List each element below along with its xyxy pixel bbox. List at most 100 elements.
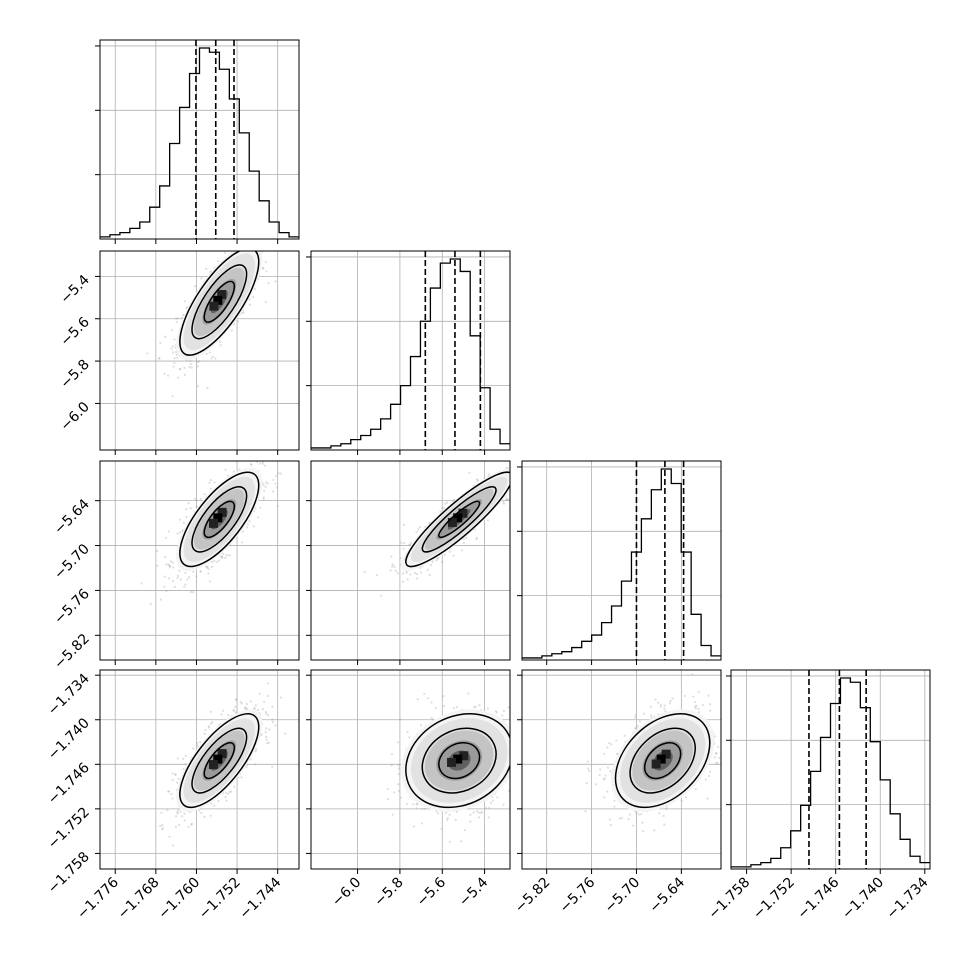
scatter-point <box>220 713 223 716</box>
scatter-point <box>253 707 256 710</box>
scatter-point <box>442 695 445 698</box>
scatter-point <box>489 801 492 804</box>
scatter-point <box>515 741 517 743</box>
scatter-point <box>187 501 190 505</box>
scatter-point <box>224 796 227 799</box>
scatter-point <box>455 706 459 709</box>
scatter-point <box>189 359 192 363</box>
scatter-point <box>272 478 275 481</box>
scatter-point <box>203 493 206 496</box>
scatter-point <box>279 696 282 699</box>
scatter-point <box>167 790 170 793</box>
scatter-point <box>182 521 185 524</box>
scatter-point <box>511 744 513 746</box>
scatter-point <box>284 732 287 735</box>
scatter-point <box>430 717 433 720</box>
scatter-point <box>405 802 409 806</box>
scatter-point <box>183 300 186 303</box>
scatter-point <box>403 541 406 545</box>
scatter-point <box>283 220 285 222</box>
x-tick-label: −1.752 <box>750 875 798 923</box>
scatter-point <box>196 743 199 747</box>
scatter-point <box>418 526 421 529</box>
scatter-point <box>198 809 201 812</box>
scatter-point <box>156 564 159 568</box>
scatter-point <box>402 580 405 583</box>
scatter-point <box>167 563 170 566</box>
scatter-point <box>443 506 446 510</box>
scatter-point <box>396 572 399 575</box>
scatter-point <box>527 454 529 456</box>
scatter-point <box>530 464 532 466</box>
scatter-point <box>517 483 519 485</box>
scatter-point <box>527 464 529 466</box>
scatter-point <box>426 697 429 700</box>
x-tick-label: −1.744 <box>237 874 285 922</box>
scatter-point <box>389 569 392 572</box>
scatter-point <box>430 701 433 704</box>
scatter-point <box>419 724 423 727</box>
scatter-point <box>279 472 282 475</box>
scatter-point <box>259 506 262 509</box>
scatter-point <box>391 813 394 816</box>
scatter-point <box>224 556 227 559</box>
scatter-point <box>485 807 488 810</box>
scatter-point <box>189 590 193 594</box>
contour-line <box>179 251 260 356</box>
scatter-point <box>502 709 505 713</box>
scatter-point <box>419 571 423 574</box>
scatter-point <box>528 455 530 457</box>
scatter-point <box>231 244 233 246</box>
scatter-point <box>443 704 446 708</box>
scatter-point <box>275 486 279 489</box>
x-tick-label: −1.740 <box>839 875 887 923</box>
scatter-point <box>391 565 394 568</box>
scatter-point <box>628 813 632 816</box>
scatter-point <box>502 454 504 456</box>
scatter-point <box>232 470 235 473</box>
scatter-point <box>390 764 393 767</box>
y-tick-label: −5.82 <box>51 631 93 673</box>
panel-content <box>584 673 721 833</box>
scatter-point <box>495 711 498 714</box>
scatter-point <box>271 705 274 708</box>
scatter-point <box>190 823 193 826</box>
scatter-point <box>514 756 516 758</box>
scatter-point <box>240 702 243 705</box>
density-core <box>447 757 457 767</box>
scatter-point <box>480 810 484 814</box>
scatter-point <box>214 357 217 360</box>
x-tick-label: −1.734 <box>884 874 932 922</box>
scatter-point <box>527 706 529 708</box>
histogram-frame <box>310 250 511 451</box>
scatter-point <box>380 594 383 597</box>
scatter-point <box>192 747 195 750</box>
histogram-frame <box>730 669 931 870</box>
scatter-point <box>208 351 211 354</box>
scatter-point <box>594 783 597 786</box>
histogram-panel <box>95 39 300 244</box>
x-tick-label: −1.758 <box>705 875 753 923</box>
scatter-point <box>415 802 418 806</box>
scatter-point <box>184 763 187 766</box>
y-tick-label: −5.76 <box>51 586 93 628</box>
scatter-point <box>160 811 163 814</box>
scatter-point <box>511 748 513 750</box>
scatter-point <box>158 357 161 360</box>
scatter-point <box>446 817 449 820</box>
scatter-point <box>181 316 184 319</box>
scatter-point <box>507 706 510 709</box>
scatter-point <box>164 536 167 540</box>
scatter-point <box>262 496 265 499</box>
scatter-point <box>249 243 251 245</box>
scatter-point <box>402 523 405 527</box>
scatter-point <box>176 757 179 760</box>
scatter-point <box>191 591 195 594</box>
x-tick-label: −1.776 <box>74 874 122 922</box>
scatter-point <box>200 811 203 814</box>
scatter-point <box>517 778 519 780</box>
scatter-point <box>443 502 447 505</box>
scatter-point <box>210 721 214 724</box>
scatter-point <box>190 366 193 369</box>
scatter-point <box>177 376 180 379</box>
